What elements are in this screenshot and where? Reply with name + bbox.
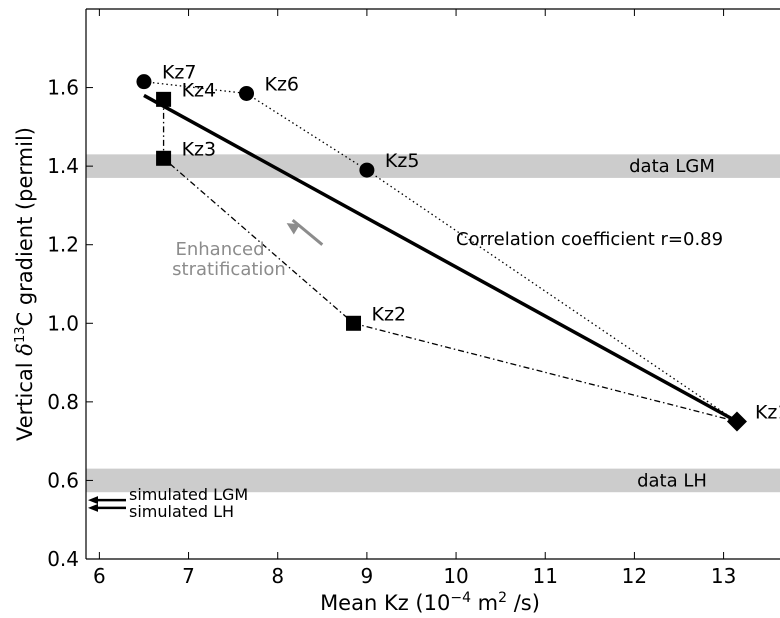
connector-lines — [143, 81, 738, 424]
data-points — [136, 74, 747, 432]
point-kz5 — [359, 162, 375, 178]
stratification-arrow-shaft — [291, 218, 324, 246]
y-tick-label: 0.4 — [47, 547, 79, 571]
label-kz4: Kz4 — [182, 79, 217, 101]
x-axis-title: Mean Kz (10−4 m2 /s) — [320, 590, 540, 615]
stratification-label-line2: stratification — [172, 259, 286, 280]
point-kz2 — [346, 315, 362, 331]
point-kz6 — [239, 85, 255, 101]
label-kz7: Kz7 — [162, 62, 197, 84]
label-kz2: Kz2 — [372, 303, 407, 325]
axes — [85, 8, 780, 560]
stratification-arrow-head — [286, 223, 301, 235]
y-tick-label: 1.0 — [47, 311, 79, 335]
dashdot-connector-line — [162, 99, 738, 423]
x-tick-label: 6 — [93, 564, 106, 588]
point-kz1 — [726, 411, 747, 432]
annotations: data LGM data LH Correlation coefficient r… — [88, 156, 723, 521]
simulated-label-1: simulated LH — [129, 502, 234, 521]
data-bands — [86, 154, 780, 493]
label-kz6: Kz6 — [265, 73, 300, 95]
band-label-0: data LGM — [629, 156, 715, 177]
point-kz7 — [136, 74, 152, 90]
x-tick-label: 7 — [182, 564, 195, 588]
x-tick-label: 8 — [271, 564, 284, 588]
x-tick-label: 13 — [711, 564, 736, 588]
y-tick-label: 1.4 — [47, 154, 79, 178]
simulated-arrow-head-0 — [88, 496, 98, 505]
simulated-label-0: simulated LGM — [129, 485, 248, 504]
y-tick-label: 0.6 — [47, 468, 79, 492]
correlation-annotation: Correlation coefficient r=0.89 — [456, 229, 723, 250]
y-tick-label: 0.8 — [47, 390, 79, 414]
x-tick-label: 9 — [361, 564, 374, 588]
x-tick-label: 11 — [533, 564, 558, 588]
simulated-arrow-head-1 — [88, 503, 98, 512]
x-tick-label: 10 — [443, 564, 468, 588]
stratification-label-line1: Enhanced — [175, 239, 264, 260]
y-tick-label: 1.2 — [47, 233, 79, 257]
label-kz3: Kz3 — [182, 138, 217, 160]
regression-line — [143, 93, 738, 424]
band-label-1: data LH — [637, 470, 707, 491]
tick-labels: 6 7 8 9 10 11 12 13 0.4 0.6 0.8 1.0 1.2 1.4 1.6 — [47, 76, 736, 588]
label-kz1: Kz1 — [755, 402, 780, 424]
point-kz4 — [156, 91, 172, 107]
y-axis-title: Vertical δ13C gradient (permil) — [13, 127, 37, 441]
data-band-1 — [86, 468, 780, 493]
y-tick-label: 1.6 — [47, 76, 79, 100]
x-tick-label: 12 — [622, 564, 647, 588]
label-kz5: Kz5 — [385, 150, 420, 172]
point-kz3 — [156, 150, 172, 166]
